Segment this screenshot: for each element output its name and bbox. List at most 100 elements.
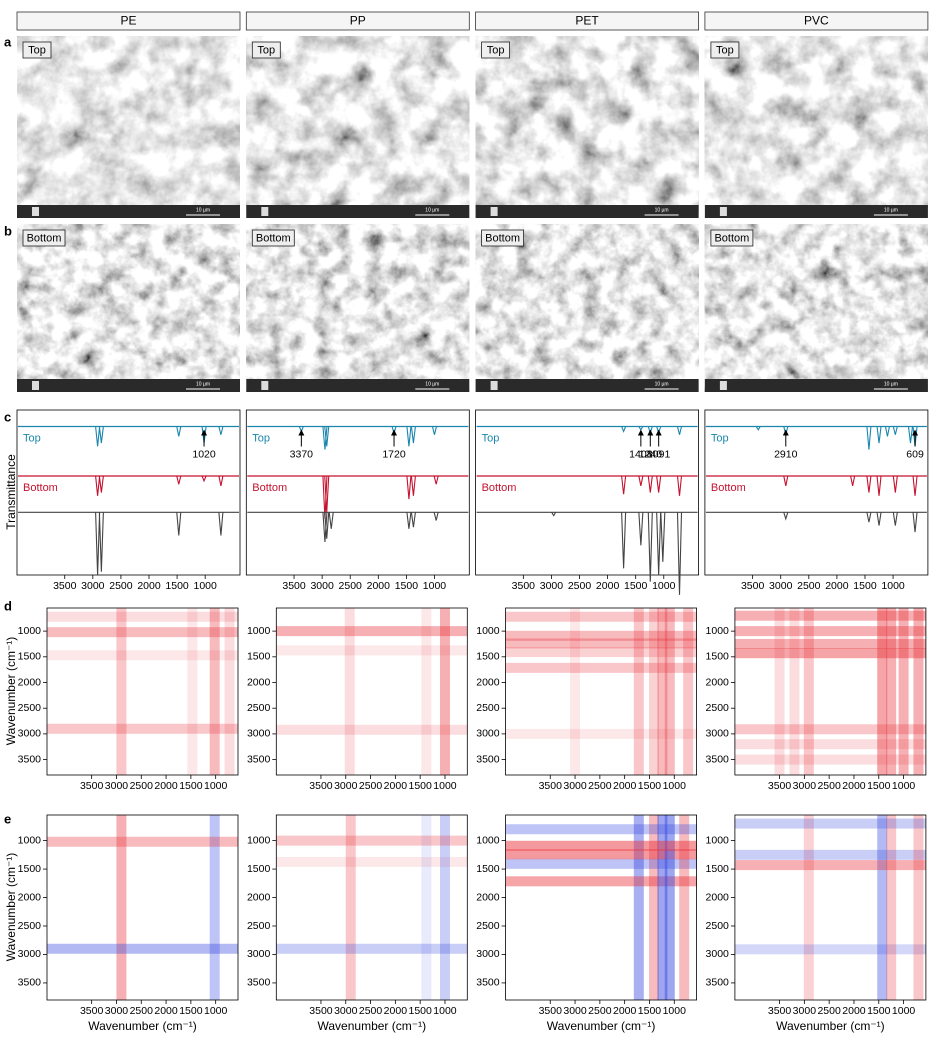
panel-letter: d	[4, 598, 12, 613]
x-tick-label: 2500	[568, 580, 592, 592]
map-column-band	[116, 815, 127, 1000]
annotation-label: 3370	[290, 448, 314, 460]
spectrum-peak	[406, 512, 412, 529]
scale-bar-label: 10 µm	[655, 207, 669, 213]
x-tick-label: 1000	[663, 1005, 687, 1017]
spectrum-peak	[621, 475, 627, 495]
map-row-band	[276, 856, 468, 867]
x-tick-label: 1000	[892, 780, 916, 792]
map-row-band	[734, 818, 926, 829]
x-tick-label: 3000	[105, 1005, 129, 1017]
map-background	[276, 815, 468, 1000]
x-tick-label: 3000	[769, 580, 793, 592]
x-tick-label: 2000	[825, 580, 849, 592]
x-tick-label: 2000	[384, 1005, 408, 1017]
y-tick-label: 3000	[18, 948, 42, 960]
y-tick-label: 2500	[18, 702, 42, 714]
y-tick-label: 3000	[476, 948, 500, 960]
spectrum-peak	[433, 512, 439, 521]
sem-icon	[32, 207, 39, 216]
y-tick-label: 2500	[476, 920, 500, 932]
scale-bar-label: 10 µm	[196, 207, 210, 213]
spectrum-peak	[410, 426, 416, 444]
panel-letter: a	[4, 34, 12, 49]
y-tick-label: 1000	[476, 625, 500, 637]
map-background	[276, 608, 468, 775]
column-header: PET	[575, 14, 599, 28]
y-tick-label: 2000	[706, 676, 730, 688]
y-tick-label: 1500	[706, 863, 730, 875]
x-tick-label: 1000	[204, 1005, 228, 1017]
spectrum-peak	[410, 475, 416, 496]
sem-label-box	[710, 41, 740, 59]
y-tick-label: 3000	[706, 728, 730, 740]
x-tick-label: 3500	[539, 780, 563, 792]
map-column-band	[633, 608, 644, 775]
series-label: Bottom	[23, 482, 58, 494]
map-column-band	[649, 608, 660, 775]
x-tick-label: 3500	[741, 580, 765, 592]
map-column-band	[649, 815, 660, 1000]
y-tick-label: 3500	[247, 753, 271, 765]
map-row-band	[505, 630, 697, 641]
map-row-band	[505, 840, 697, 851]
map-row-band	[276, 835, 468, 846]
map-frame	[275, 814, 468, 1001]
spectrum-peak	[892, 475, 898, 493]
y-tick-label: 1500	[476, 863, 500, 875]
spectrum-peak	[328, 512, 334, 529]
series-label: Top	[23, 432, 41, 444]
y-tick-label: 1000	[706, 625, 730, 637]
map-column-band	[570, 608, 581, 775]
map-column-band	[344, 608, 355, 775]
map-background	[47, 608, 238, 775]
map-frame	[734, 607, 927, 776]
sem-label: Bottom	[485, 232, 520, 244]
sem-label-box	[22, 41, 52, 59]
map-frame	[734, 814, 927, 1001]
spectrum-peak	[621, 426, 627, 433]
spectrum-peak	[95, 426, 101, 447]
map-column-band	[877, 815, 888, 1000]
column-header-box	[245, 11, 470, 31]
y-tick-label: 3000	[247, 728, 271, 740]
spectrum-peak	[95, 512, 101, 576]
map-column-band	[913, 815, 924, 1000]
x-tick-label: 3500	[768, 1005, 792, 1017]
series-label: Bottom	[482, 482, 517, 494]
y-tick-label: 3500	[18, 753, 42, 765]
x-tick-label: 1500	[853, 580, 877, 592]
x-tick-label: 1000	[423, 580, 447, 592]
map-row-band	[734, 849, 926, 860]
spectrum-peak	[647, 426, 653, 435]
map-column-band	[209, 815, 220, 1000]
y-tick-label: 3500	[18, 977, 42, 989]
map-column-band	[657, 608, 668, 775]
map-column-band	[209, 608, 220, 775]
x-tick-label: 1500	[867, 1005, 891, 1017]
map-row-band	[505, 611, 697, 622]
sem-status-bar	[246, 205, 470, 218]
spectrum-peak	[218, 512, 224, 536]
spectrum-peak	[218, 426, 224, 435]
x-tick-label: 3500	[53, 580, 77, 592]
x-tick-label: 2000	[137, 580, 161, 592]
x-axis-label: Wavenumber (cm⁻¹)	[318, 1019, 427, 1033]
scale-bar-label: 10 µm	[425, 207, 439, 213]
x-tick-label: 3000	[563, 780, 587, 792]
spectrum-peak	[410, 512, 416, 528]
annotation-label: 609	[906, 448, 924, 460]
spectrum-peak	[638, 475, 644, 487]
y-tick-label: 3500	[706, 977, 730, 989]
panel-letter: b	[4, 223, 12, 238]
x-tick-label: 1500	[165, 580, 189, 592]
x-tick-label: 3000	[310, 580, 334, 592]
x-axis-label: Wavenumber (cm⁻¹)	[776, 1019, 885, 1033]
y-tick-label: 2000	[476, 676, 500, 688]
spectrum-peak	[907, 426, 914, 444]
x-tick-label: 2500	[588, 1005, 612, 1017]
y-tick-label: 2000	[247, 891, 271, 903]
map-column-band	[877, 608, 888, 775]
x-tick-label: 2500	[817, 780, 841, 792]
sem-icon	[261, 207, 269, 216]
